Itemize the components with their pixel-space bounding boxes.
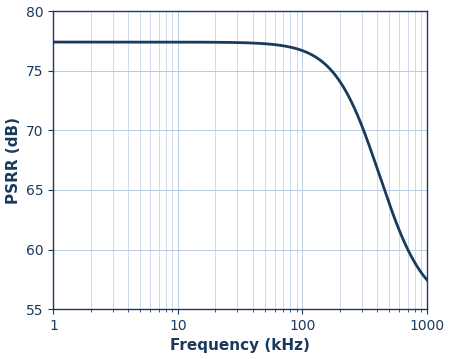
X-axis label: Frequency (kHz): Frequency (kHz): [170, 339, 310, 354]
Y-axis label: PSRR (dB): PSRR (dB): [5, 117, 21, 204]
